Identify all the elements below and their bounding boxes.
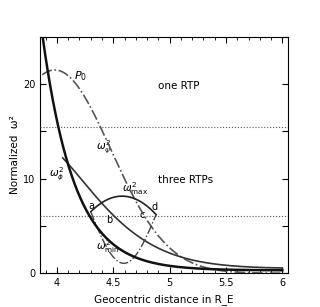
Text: a: a [88, 201, 94, 211]
Text: c: c [139, 210, 145, 220]
Text: $P_0$: $P_0$ [74, 69, 87, 83]
Text: one RTP: one RTP [158, 81, 200, 91]
Text: d: d [152, 202, 158, 212]
X-axis label: Geocentric distance in R_E: Geocentric distance in R_E [94, 294, 234, 305]
Text: $\omega_\psi^2$: $\omega_\psi^2$ [96, 139, 112, 156]
Text: b: b [107, 215, 113, 225]
Y-axis label: Normalized  ω²: Normalized ω² [10, 116, 20, 194]
Text: $\omega^2_{\rm min}$: $\omega^2_{\rm min}$ [96, 238, 120, 255]
Text: $\omega^2_{\rm max}$: $\omega^2_{\rm max}$ [122, 180, 148, 197]
Text: $\omega_\phi^2$: $\omega_\phi^2$ [49, 165, 64, 183]
Text: three RTPs: three RTPs [158, 175, 213, 185]
